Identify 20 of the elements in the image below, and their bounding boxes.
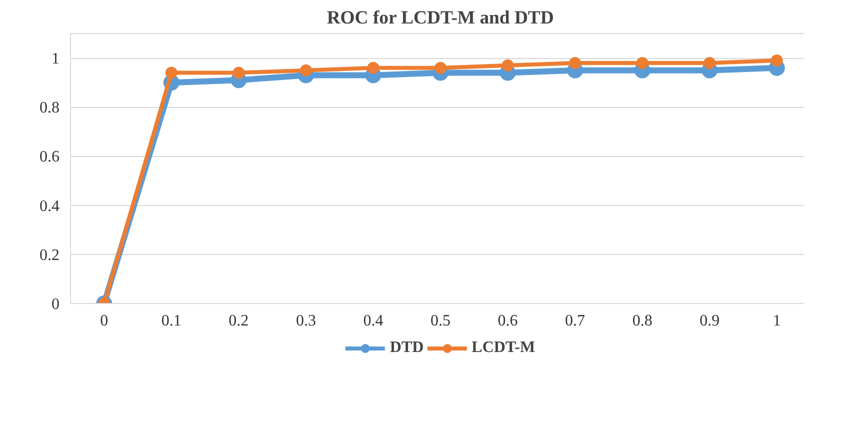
y-tick-label: 0.4: [40, 198, 60, 215]
x-tick-label: 0.5: [430, 312, 450, 330]
y-tick-label: 0.8: [40, 100, 60, 117]
x-tick-label: 0.2: [228, 312, 249, 330]
y-tick-label: 1: [52, 50, 60, 68]
x-tick-label: 0: [100, 312, 108, 330]
x-tick-label: 0.3: [296, 312, 316, 330]
x-tick-label: 1: [772, 312, 781, 330]
legend-label: DTD: [390, 339, 424, 357]
y-tick-label: 0.2: [40, 246, 60, 264]
x-tick-label: 0.4: [363, 312, 384, 330]
y-tick-label: 0.6: [40, 148, 60, 166]
legend-label: LCDT-M: [472, 339, 536, 357]
x-tick-label: 0.7: [565, 312, 586, 330]
x-tick-label: 0.6: [498, 312, 518, 330]
x-tick-label: 0.9: [700, 312, 720, 330]
x-tick-label: 0.1: [161, 312, 182, 330]
y-tick-label: 0: [52, 296, 60, 313]
x-tick-label: 0.8: [632, 312, 652, 330]
chart-title: ROC for LCDT-M and DTD: [326, 8, 554, 28]
